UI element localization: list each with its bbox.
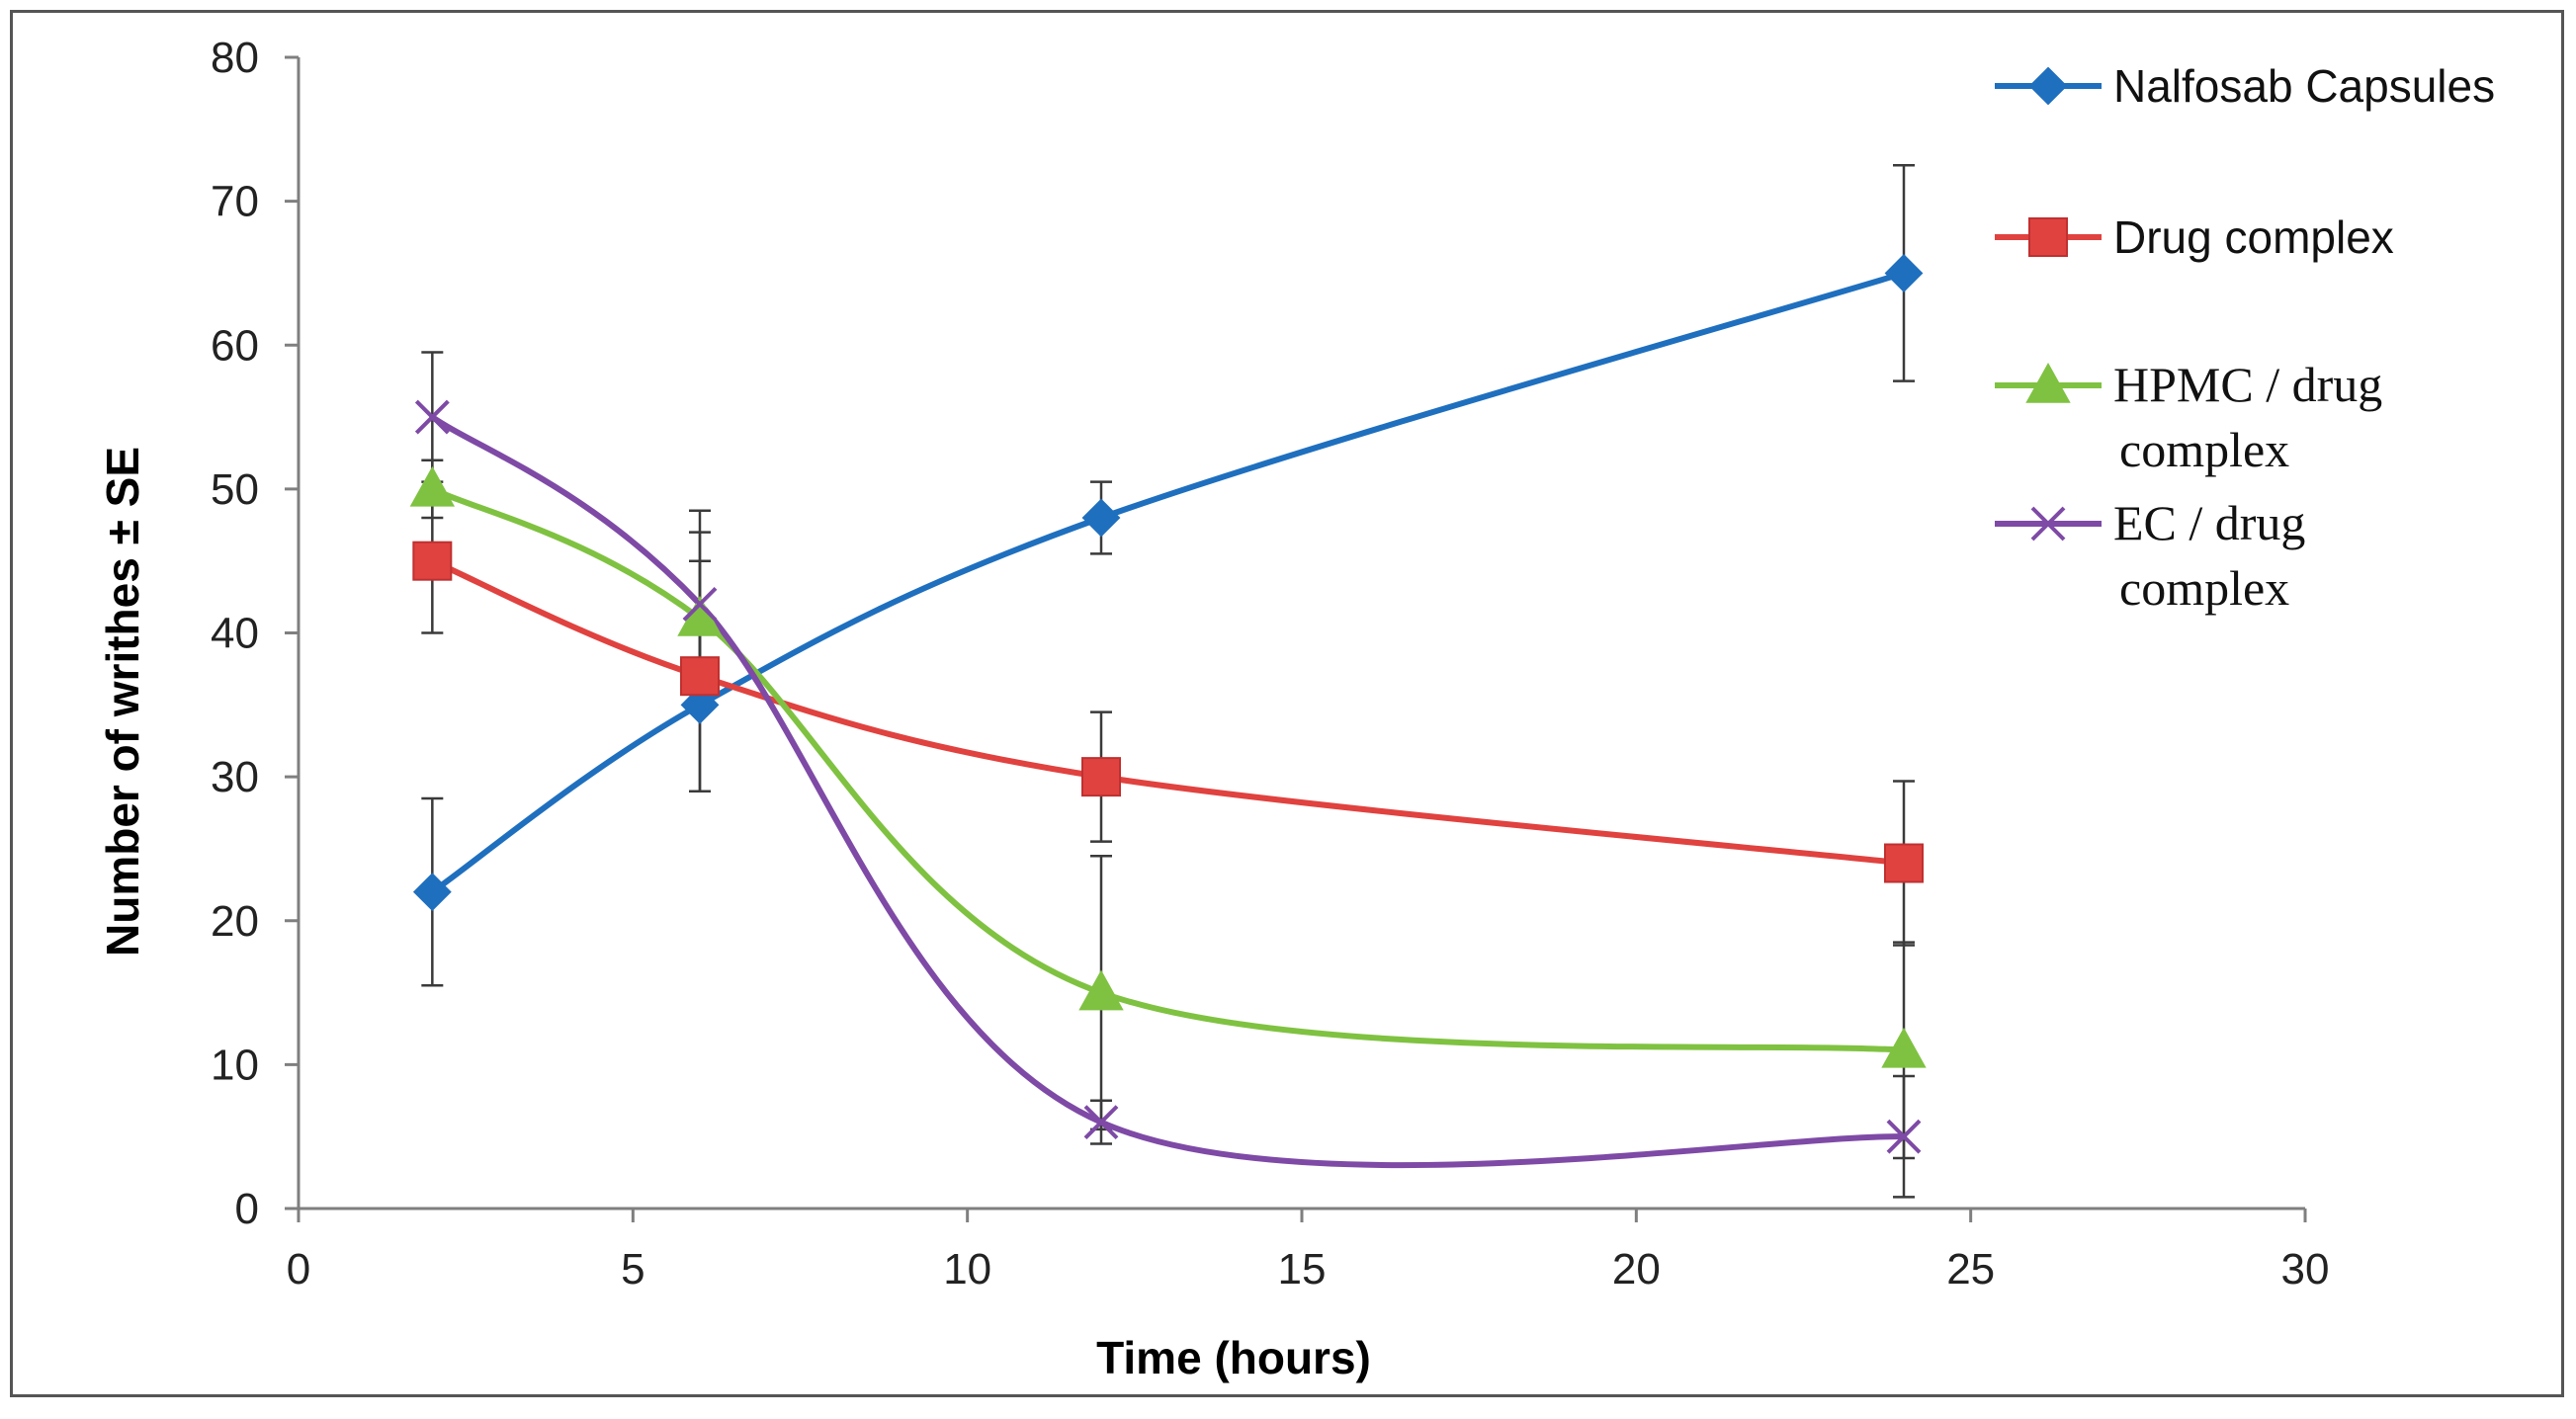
series-2-point <box>680 656 720 697</box>
series-4-point-stroke <box>1083 1105 1119 1140</box>
series-4-point <box>682 586 718 622</box>
series-2-point <box>1884 843 1924 883</box>
series-1-point <box>680 685 720 724</box>
x-tick-label: 30 <box>2281 1245 2330 1294</box>
y-tick-label: 60 <box>211 321 259 370</box>
series-3-point <box>1078 969 1124 1011</box>
y-tick-label: 30 <box>211 753 259 801</box>
series-line-2 <box>429 557 1907 867</box>
y-tick-label: 70 <box>211 178 259 226</box>
legend-label: complex <box>2119 422 2289 477</box>
series-line-1 <box>429 270 1907 895</box>
legend-entry-4: EC / drug complex <box>1995 495 2305 616</box>
legend-label: Nalfosab Capsules <box>2113 60 2495 112</box>
x-axis-title: Time (hours) <box>1096 1332 1371 1383</box>
legend-entry-2: Drug complex <box>1995 211 2394 263</box>
error-bars <box>421 163 1915 1199</box>
series-1-point <box>412 873 452 912</box>
x-tick-label: 15 <box>1278 1245 1327 1294</box>
legend-label: HPMC / drug <box>2113 357 2382 412</box>
series-4-point-stroke <box>682 586 718 622</box>
legend-marker <box>2030 506 2066 542</box>
series-4-point-stroke <box>414 399 450 435</box>
series-3-point <box>1881 1027 1927 1068</box>
series-line-3 <box>429 485 1907 1053</box>
series-4-point <box>414 399 450 435</box>
y-tick-label: 80 <box>211 34 259 82</box>
series-2-point <box>1081 757 1121 797</box>
x-tick-label: 20 <box>1612 1245 1661 1294</box>
legend-marker <box>2028 66 2068 106</box>
legend-entry-3: HPMC / drug complex <box>1995 357 2382 477</box>
x-tick-label: 10 <box>943 1245 991 1294</box>
series-markers <box>409 254 1927 1154</box>
series-lines <box>429 270 1907 1169</box>
x-tick-label: 25 <box>1946 1245 1995 1294</box>
y-tick-label: 10 <box>211 1041 259 1089</box>
legend-label: complex <box>2119 560 2289 616</box>
legend-marker <box>2028 217 2068 257</box>
axes: 0 10 20 30 40 50 60 70 80 0 5 10 15 20 25 30 <box>211 34 2329 1294</box>
series-2-point <box>412 541 453 581</box>
series-3-point <box>409 465 456 507</box>
series-1-point <box>1081 498 1121 538</box>
legend-marker <box>2025 362 2071 403</box>
series-4-point <box>1083 1105 1119 1140</box>
series-4-point-stroke <box>1886 1119 1922 1154</box>
series-line-4 <box>429 414 1907 1169</box>
chart-frame <box>10 10 2564 1397</box>
y-tick-label: 50 <box>211 465 259 514</box>
legend-marker-stroke <box>2030 506 2066 542</box>
x-tick-label: 5 <box>621 1245 644 1294</box>
y-tick-label: 20 <box>211 897 259 946</box>
legend-label: EC / drug <box>2113 495 2305 550</box>
legend: Nalfosab Capsules Drug complex HPMC / drug… <box>1995 60 2495 616</box>
series-4-point <box>1886 1119 1922 1154</box>
y-axis-title: Number of writhes ± SE <box>97 447 148 957</box>
x-tick-label: 0 <box>287 1245 310 1294</box>
y-tick-label: 0 <box>235 1185 259 1233</box>
series-1-point <box>1884 254 1924 292</box>
legend-label: Drug complex <box>2113 211 2394 263</box>
legend-entry-1: Nalfosab Capsules <box>1995 60 2495 112</box>
y-tick-label: 40 <box>211 610 259 658</box>
